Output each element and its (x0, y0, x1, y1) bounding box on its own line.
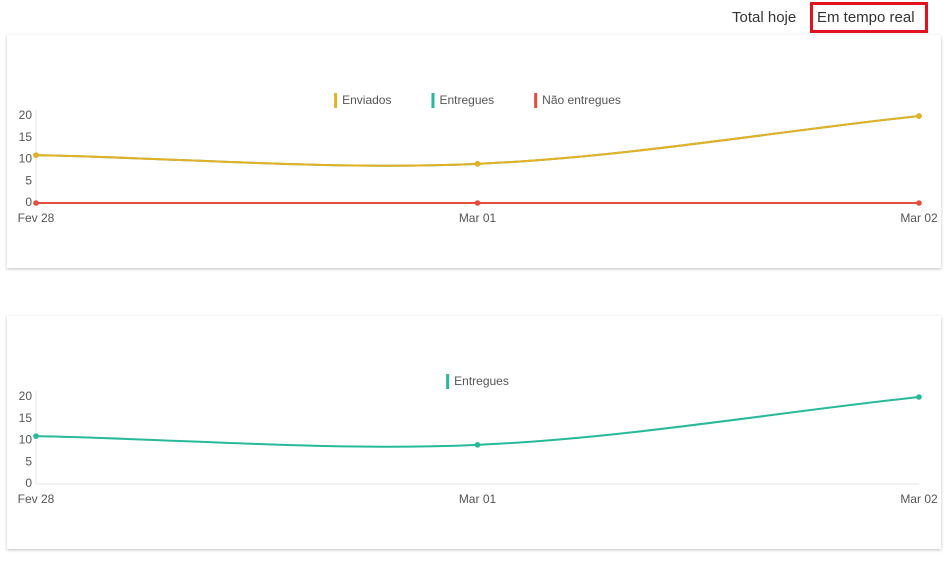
series-line (35, 115, 920, 167)
data-point (33, 433, 39, 439)
data-point (33, 152, 39, 158)
tab-active[interactable]: Em tempo real (810, 2, 928, 33)
data-point (916, 394, 922, 400)
x-tick-label: Mar 02 (900, 492, 938, 506)
y-tick-label: 0 (25, 476, 32, 490)
chart-card: 0 5 10 15 20 Fev 28 Mar 01 Mar 02 Entregues (7, 316, 941, 549)
data-point (474, 161, 481, 167)
legend-swatch (334, 93, 338, 108)
legend-swatch (431, 93, 435, 108)
legend-item: Enviados (334, 93, 391, 108)
legend-label: Entregues (454, 374, 509, 388)
chart: 0 5 10 15 20 Fev 28 Mar 01 Mar 02 Entregues (18, 374, 938, 506)
y-tick-label: 15 (19, 411, 33, 425)
legend-item: Entregues (446, 374, 509, 389)
tab[interactable]: Total hoje (732, 9, 797, 26)
x-tick-label: Mar 01 (459, 211, 497, 225)
legend-label: Não entregues (542, 93, 621, 107)
y-tick-label: 5 (25, 173, 32, 187)
x-tick-label: Fev 28 (18, 211, 55, 225)
legend-swatch (446, 374, 450, 389)
y-tick-label: 20 (19, 108, 33, 122)
x-tick-label: Mar 02 (900, 211, 938, 225)
data-point (474, 200, 481, 206)
series-line (35, 115, 920, 167)
x-tick-label: Mar 01 (459, 492, 497, 506)
y-tick-label: 15 (19, 130, 33, 144)
y-tick-label: 10 (19, 433, 33, 447)
y-tick-label: 5 (25, 454, 32, 468)
legend-item: Não entregues (534, 93, 621, 108)
legend-item: Entregues (431, 93, 494, 108)
data-point (916, 200, 922, 206)
data-point (474, 442, 481, 448)
y-tick-label: 20 (19, 389, 33, 403)
data-point (916, 113, 922, 119)
chart: 0 5 10 15 20 Fev 28 Mar 01 Mar 02 Enviados Entreg… (18, 93, 938, 225)
legend-label: Enviados (342, 93, 391, 107)
legend-label: Entregues (439, 93, 494, 107)
legend-swatch (534, 93, 538, 108)
series-line (35, 396, 920, 448)
chart-card: 0 5 10 15 20 Fev 28 Mar 01 Mar 02 Enviados Entreg… (7, 35, 941, 268)
y-tick-label: 0 (25, 195, 32, 209)
x-tick-label: Fev 28 (18, 492, 55, 506)
data-point (33, 200, 39, 206)
y-tick-label: 10 (19, 152, 33, 166)
